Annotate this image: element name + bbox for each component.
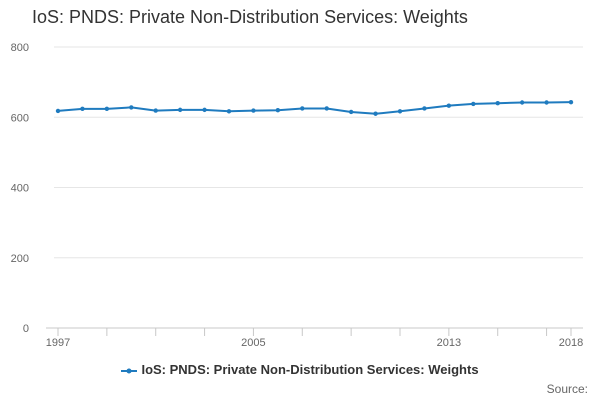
x-tick-label: 1997 [46, 337, 70, 349]
data-point [55, 108, 61, 114]
data-point [348, 109, 354, 115]
data-point [495, 101, 500, 106]
series-line [57, 101, 572, 115]
y-tick-label: 200 [11, 253, 29, 265]
data-point [226, 109, 232, 114]
legend-label: IoS: PNDS: Private Non-Distribution Serv… [141, 362, 479, 377]
x-tick-label: 2013 [437, 337, 461, 349]
data-point [324, 106, 329, 111]
data-point [153, 108, 158, 113]
data-point [177, 107, 183, 113]
y-tick-label: 0 [23, 323, 29, 335]
data-point [129, 105, 134, 110]
data-point [471, 101, 476, 107]
data-point [544, 100, 549, 105]
data-point [300, 106, 305, 111]
data-point [519, 100, 525, 105]
data-point [373, 111, 378, 116]
y-tick-label: 400 [11, 183, 29, 195]
data-point [568, 99, 574, 105]
line-marker-icon [121, 368, 138, 374]
y-tick-label: 600 [11, 112, 29, 124]
chart-legend[interactable]: IoS: PNDS: Private Non-Distribution Serv… [0, 362, 600, 377]
x-tick-label: 2005 [241, 337, 265, 349]
chart-title: IoS: PNDS: Private Non-Distribution Serv… [32, 7, 468, 27]
data-point [202, 107, 207, 113]
data-point [104, 106, 110, 112]
data-point [275, 108, 281, 113]
data-point [422, 106, 427, 111]
data-point [397, 109, 403, 114]
data-point [80, 106, 85, 112]
data-point [446, 103, 452, 108]
data-point [251, 108, 256, 113]
y-tick-label: 800 [11, 42, 29, 54]
source-label: Source: [546, 382, 588, 396]
x-tick-label: 2018 [559, 337, 583, 349]
